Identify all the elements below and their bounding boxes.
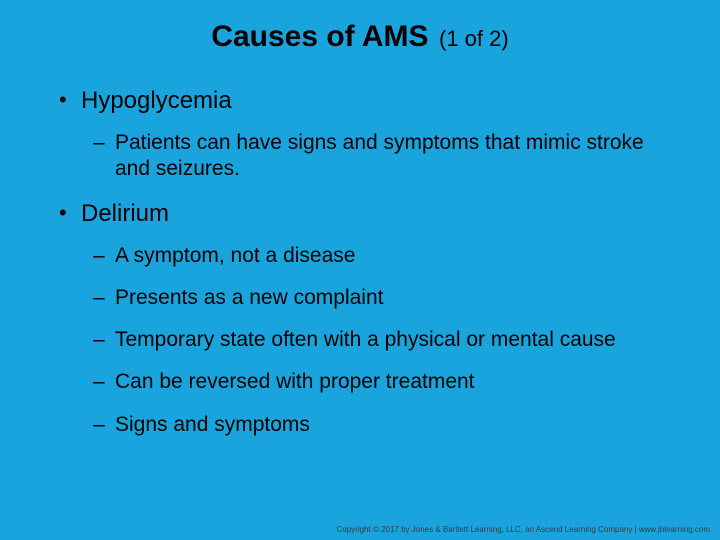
bullet-sublist: Patients can have signs and symptoms tha… (81, 130, 665, 183)
bullet-level2: A symptom, not a disease (81, 243, 665, 269)
bullet-level1: Hypoglycemia Patients can have signs and… (55, 86, 665, 183)
bullet-level2: Signs and symptoms (81, 412, 665, 438)
bullet-text: Can be reversed with proper treatment (115, 370, 475, 393)
bullet-text: Hypoglycemia (81, 87, 232, 114)
title-sub: (1 of 2) (439, 26, 509, 51)
bullet-text: Presents as a new complaint (115, 286, 383, 309)
copyright-footer: Copyright © 2017 by Jones & Bartlett Lea… (336, 525, 710, 534)
bullet-level1: Delirium A symptom, not a disease Presen… (55, 199, 665, 438)
bullet-text: Signs and symptoms (115, 413, 310, 436)
title-main: Causes of AMS (211, 20, 428, 53)
bullet-level2: Patients can have signs and symptoms tha… (81, 130, 665, 183)
bullet-sublist: A symptom, not a disease Presents as a n… (81, 243, 665, 438)
bullet-list: Hypoglycemia Patients can have signs and… (55, 86, 665, 438)
bullet-level2: Temporary state often with a physical or… (81, 327, 665, 353)
bullet-level2: Presents as a new complaint (81, 285, 665, 311)
bullet-text: Temporary state often with a physical or… (115, 328, 616, 351)
bullet-text: A symptom, not a disease (115, 244, 355, 267)
slide-title: Causes of AMS (1 of 2) (55, 20, 665, 54)
bullet-level2: Can be reversed with proper treatment (81, 369, 665, 395)
bullet-text: Delirium (81, 200, 169, 227)
bullet-text: Patients can have signs and symptoms tha… (115, 131, 644, 180)
slide: Causes of AMS (1 of 2) Hypoglycemia Pati… (0, 0, 720, 540)
